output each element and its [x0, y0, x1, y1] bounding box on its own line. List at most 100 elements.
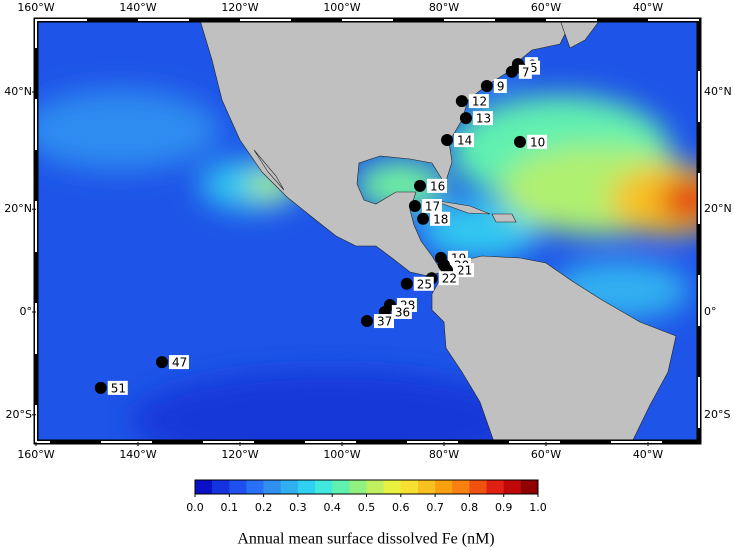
colorbar-swatch: [400, 480, 419, 494]
station-label: 7: [522, 65, 530, 79]
station-label-box: [454, 133, 475, 148]
station-dot: [414, 179, 427, 192]
station-dot: [455, 95, 468, 108]
colorbar-swatch: [332, 480, 350, 494]
station-dot: [94, 381, 107, 394]
colorbar-tick-label: 0.6: [392, 501, 410, 514]
land-hispaniola: [491, 213, 517, 223]
colorbar-swatch: [520, 480, 539, 494]
station-dot: [459, 112, 472, 125]
axes: 160°W 160°W 140°W 140°W 120°W 120°W 100°W 100°W…: [4, 1, 731, 461]
station-dot: [505, 65, 518, 78]
station-label-box: [472, 111, 493, 126]
colorbar-tick-label: 0.7: [426, 501, 444, 514]
station-dot: [417, 212, 430, 225]
map-frame-pattern: [35, 19, 700, 443]
x-tick-label: 40°W: [633, 1, 663, 14]
station-label-box: [427, 178, 448, 193]
x-tick-label: 140°W: [119, 448, 156, 461]
station-label-box: [107, 380, 128, 395]
station-dot: [513, 135, 526, 148]
colorbar-swatch: [366, 480, 384, 494]
station-dot: [441, 134, 454, 147]
station-label: 18: [433, 212, 448, 226]
station-label: 47: [172, 356, 187, 370]
y-tick-label: 20°N: [4, 202, 32, 215]
colorbar-swatch: [212, 480, 230, 494]
colorbar-swatch: [503, 480, 522, 494]
colorbar-swatch: [469, 480, 487, 494]
station-label: 51: [111, 381, 126, 395]
station-label: 16: [430, 179, 445, 193]
x-tick-label: 60°W: [531, 448, 561, 461]
land-greenland: [559, 20, 601, 49]
colorbar-swatch: [383, 480, 402, 494]
station-label-box: [468, 94, 489, 109]
station-label: 37: [377, 315, 392, 329]
colorbar-tick-label: 0.2: [255, 501, 273, 514]
map-field: [36, 20, 699, 442]
x-tick-label: 100°W: [323, 448, 360, 461]
colorbar-swatch: [315, 480, 333, 494]
colorbar-tick-label: 0.3: [289, 501, 307, 514]
colorbar-swatch: [280, 480, 299, 494]
x-tick-label: 120°W: [221, 448, 258, 461]
x-tick-label: 60°W: [531, 1, 561, 14]
land-baja: [253, 149, 285, 191]
colorbar-tick-label: 0.1: [221, 501, 239, 514]
station-label: 14: [457, 134, 472, 148]
colorbar-tick-label: 1.0: [529, 501, 547, 514]
station-label-box: [430, 211, 451, 226]
station-label: 36: [395, 306, 410, 320]
colorbar-title: Annual mean surface dissolved Fe (nM): [237, 531, 494, 548]
x-tick-label: 80°W: [429, 1, 459, 14]
station-dot: [360, 315, 373, 328]
station-label: 12: [472, 95, 487, 109]
y-tick-label: 20°N: [704, 202, 732, 215]
stations: 65791213141016171819202122252836374751: [94, 57, 547, 395]
station-dot: [155, 356, 168, 369]
colorbar-swatch: [486, 480, 504, 494]
station-label-box: [421, 199, 442, 214]
station-label: 5: [530, 61, 538, 75]
y-tick-label: 40°N: [704, 85, 732, 98]
station-label-box: [518, 64, 532, 79]
station-dot: [480, 80, 493, 93]
colorbar-swatch: [417, 480, 436, 494]
land-cuba: [431, 199, 491, 215]
y-tick-label: 0°: [704, 305, 717, 318]
colorbar-swatch: [229, 480, 247, 494]
station-label: 17: [425, 200, 440, 214]
station-label: 9: [497, 80, 505, 94]
station-label-box: [438, 271, 459, 286]
station-label: 10: [530, 135, 545, 149]
colorbar-tick-label: 0.9: [495, 501, 513, 514]
station-dot: [408, 200, 421, 213]
station-label-box: [168, 355, 189, 370]
station-label: 25: [417, 277, 432, 291]
y-tick-label: 40°N: [4, 85, 32, 98]
x-tick-label: 160°W: [17, 1, 54, 14]
x-tick-label: 80°W: [429, 448, 459, 461]
x-tick-label: 100°W: [323, 1, 360, 14]
x-tick-label: 120°W: [221, 1, 258, 14]
x-tick-label: 140°W: [119, 1, 156, 14]
colorbar-tick-label: 0.4: [323, 501, 341, 514]
station-dot: [400, 277, 413, 290]
station-label-box: [493, 79, 507, 94]
colorbar-swatch: [195, 480, 213, 494]
land-north-america: [199, 20, 573, 277]
station-label-box: [454, 263, 475, 278]
station-label: 21: [457, 264, 472, 278]
station-label-box: [413, 276, 434, 291]
colorbar: 0.0 0.1 0.2 0.3 0.4 0.5 0.6 0.7 0.8 0.9 1.0: [186, 479, 547, 514]
colorbar-swatch: [246, 480, 264, 494]
colorbar-tick-label: 0.5: [358, 501, 376, 514]
y-tick-label: 20°S: [6, 408, 32, 421]
station-label-box: [373, 314, 394, 329]
y-tick-label: 0°: [20, 305, 33, 318]
station-label-box: [391, 305, 412, 319]
colorbar-swatch: [435, 480, 453, 494]
